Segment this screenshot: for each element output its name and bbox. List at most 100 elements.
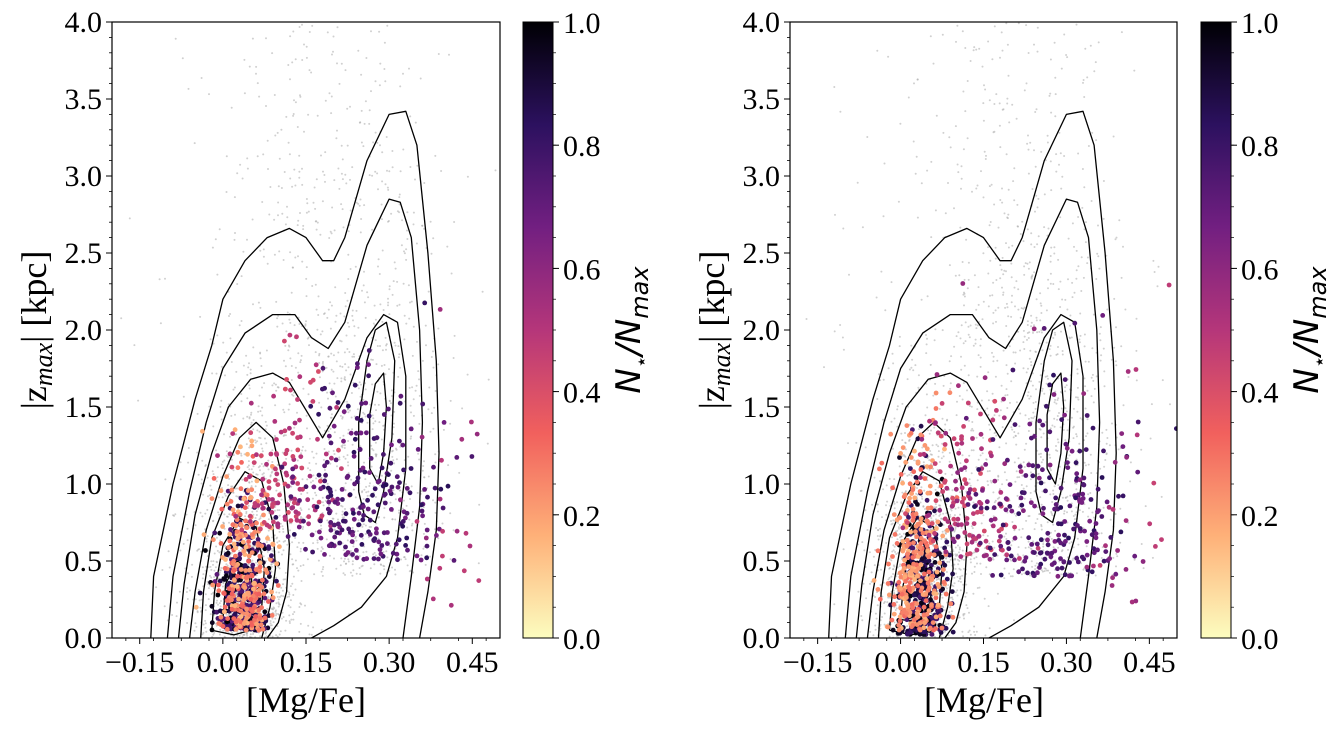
background-point <box>972 49 975 52</box>
background-point <box>1087 493 1090 496</box>
background-point <box>187 447 190 449</box>
background-point <box>434 528 436 531</box>
background-point <box>381 180 384 183</box>
scatter-point <box>419 502 424 508</box>
background-point <box>235 495 238 498</box>
background-point <box>306 427 308 430</box>
background-point <box>1075 488 1078 491</box>
background-point <box>324 499 327 502</box>
scatter-point <box>366 413 372 419</box>
background-point <box>287 141 290 144</box>
scatter-point <box>229 464 235 470</box>
background-point <box>337 518 339 521</box>
background-point <box>876 49 879 52</box>
background-point <box>969 484 972 487</box>
background-point <box>1099 467 1102 470</box>
background-point <box>278 250 281 253</box>
background-point <box>258 436 261 439</box>
background-point <box>208 405 211 408</box>
background-point <box>401 219 404 222</box>
background-point <box>215 536 218 539</box>
scatter-point <box>282 338 287 344</box>
background-point <box>346 144 349 147</box>
background-point <box>1030 548 1033 551</box>
background-point <box>1048 94 1051 97</box>
scatter-point <box>209 603 215 609</box>
background-point <box>950 509 953 512</box>
scatter-point <box>288 387 293 393</box>
background-point <box>987 605 990 608</box>
background-point <box>408 67 410 70</box>
colorbar-label-left: N⋆/Nmax <box>609 266 654 394</box>
background-point <box>276 317 279 320</box>
background-point <box>351 526 354 529</box>
background-point <box>1075 269 1078 272</box>
background-point <box>1005 242 1007 245</box>
scatter-point <box>424 555 430 561</box>
background-point <box>1086 262 1089 265</box>
background-point <box>329 301 332 304</box>
background-point <box>974 323 977 326</box>
background-point <box>1104 459 1107 461</box>
background-point <box>1040 523 1043 526</box>
background-point <box>393 410 396 413</box>
background-point <box>225 155 228 158</box>
background-point <box>341 178 344 181</box>
background-point <box>421 359 424 362</box>
background-point <box>957 506 960 509</box>
background-point <box>973 571 976 573</box>
scatter-point <box>243 627 249 633</box>
background-point <box>301 478 304 481</box>
background-point <box>326 391 329 394</box>
background-point <box>328 382 331 385</box>
background-point <box>182 542 185 545</box>
background-point <box>300 452 303 455</box>
background-point <box>302 526 305 528</box>
scatter-point <box>221 591 227 596</box>
background-point <box>1075 482 1078 485</box>
background-point <box>890 559 893 562</box>
background-point <box>979 344 982 347</box>
scatter-point <box>225 550 231 556</box>
background-point <box>379 572 382 575</box>
background-point <box>892 564 895 567</box>
background-point <box>318 376 321 379</box>
background-point <box>289 177 292 180</box>
background-point <box>1084 360 1087 363</box>
background-point <box>1056 399 1059 401</box>
background-point <box>187 461 190 464</box>
background-point <box>954 526 957 529</box>
background-point <box>961 454 964 457</box>
background-point <box>266 550 269 553</box>
scatter-point <box>203 548 208 553</box>
background-point <box>1027 267 1030 270</box>
scatter-point <box>407 490 413 496</box>
background-point <box>975 630 978 633</box>
background-point <box>219 539 222 542</box>
background-point <box>257 405 260 408</box>
background-point <box>1030 325 1033 328</box>
background-point <box>396 280 399 283</box>
background-point <box>1003 471 1006 474</box>
background-point <box>258 394 261 397</box>
scatter-point <box>343 511 349 517</box>
background-point <box>296 567 298 570</box>
background-point <box>1035 554 1038 557</box>
scatter-point <box>390 550 396 556</box>
background-point <box>209 484 212 487</box>
background-point <box>271 627 273 630</box>
background-point <box>1066 308 1069 311</box>
background-point <box>939 495 942 497</box>
y-tick-label: 3.0 <box>65 160 103 193</box>
background-point <box>1007 74 1010 77</box>
scatter-point <box>233 553 238 559</box>
background-point <box>1059 391 1062 393</box>
background-point <box>864 509 867 512</box>
background-point <box>393 462 396 465</box>
x-tick-label: 0.45 <box>446 646 499 679</box>
background-point <box>210 488 213 491</box>
background-point <box>976 408 979 411</box>
background-point <box>262 248 265 251</box>
background-point <box>212 591 215 594</box>
scatter-point <box>365 506 371 512</box>
